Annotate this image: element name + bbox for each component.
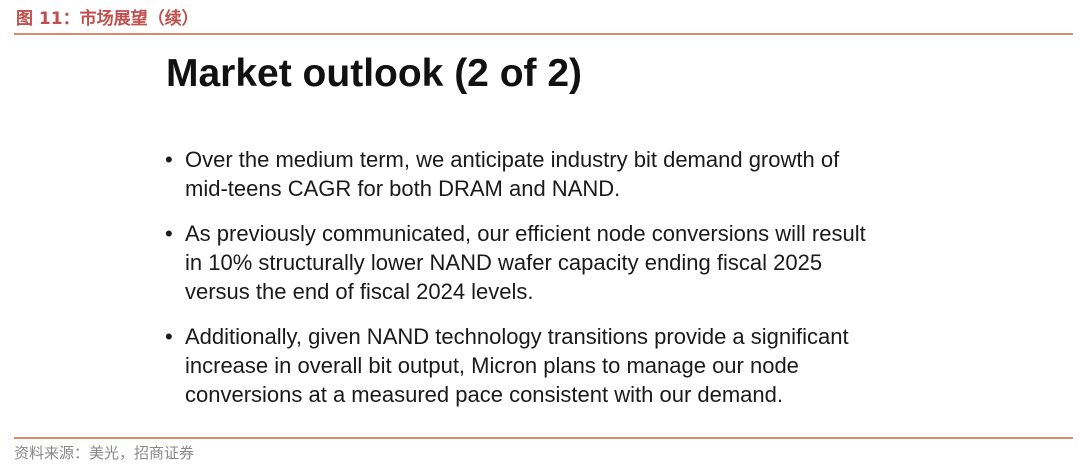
figure-caption: 图 11：市场展望（续） xyxy=(16,9,199,29)
bullet-text-line: in 10% structurally lower NAND wafer cap… xyxy=(185,250,823,275)
bullet-text-line: Additionally, given NAND technology tran… xyxy=(185,324,849,349)
bullet-item: • Over the medium term, we anticipate in… xyxy=(165,145,965,203)
slide-title: Market outlook (2 of 2) xyxy=(166,52,583,95)
bullet-item: • Additionally, given NAND technology tr… xyxy=(165,322,965,409)
bullet-icon: • xyxy=(165,324,173,349)
bottom-divider xyxy=(14,437,1073,439)
bullet-text-line: mid-teens CAGR for both DRAM and NAND. xyxy=(185,176,621,201)
bullet-icon: • xyxy=(165,221,173,246)
bullet-text-line: As previously communicated, our efficien… xyxy=(185,221,866,246)
bullet-text-line: conversions at a measured pace consisten… xyxy=(185,382,783,407)
bullet-icon: • xyxy=(165,147,173,172)
bullet-item: • As previously communicated, our effici… xyxy=(165,219,965,306)
bullet-list: • Over the medium term, we anticipate in… xyxy=(165,145,965,409)
bullet-text-line: versus the end of fiscal 2024 levels. xyxy=(185,279,534,304)
bullet-text-line: Over the medium term, we anticipate indu… xyxy=(185,147,840,172)
bullet-text-line: increase in overall bit output, Micron p… xyxy=(185,353,799,378)
source-note: 资料来源：美光，招商证券 xyxy=(14,444,195,462)
top-divider xyxy=(14,33,1073,35)
